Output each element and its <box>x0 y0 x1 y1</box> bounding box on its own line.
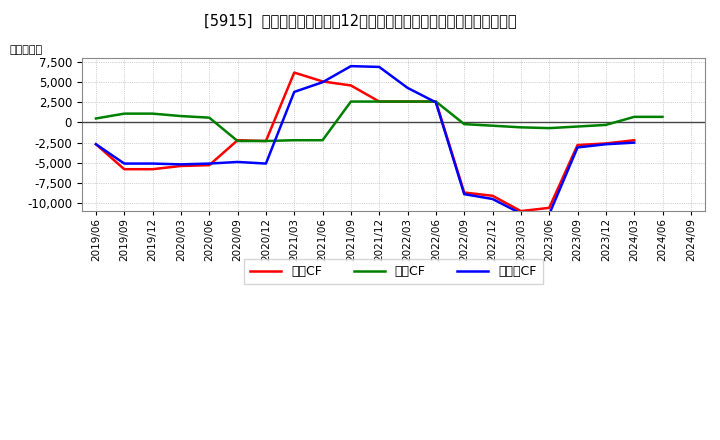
投資CF <box>233 138 242 143</box>
フリーCF <box>375 64 384 70</box>
フリーCF <box>545 212 554 217</box>
投資CF <box>261 138 270 143</box>
フリーCF <box>346 63 355 69</box>
投資CF <box>630 114 639 120</box>
フリーCF <box>601 142 610 147</box>
投資CF <box>403 99 412 104</box>
フリーCF <box>630 140 639 145</box>
営業CF <box>460 190 469 195</box>
投資CF <box>573 124 582 129</box>
投資CF <box>658 114 667 120</box>
営業CF <box>261 138 270 143</box>
投資CF <box>120 111 129 116</box>
営業CF <box>233 138 242 143</box>
フリーCF <box>488 196 497 202</box>
営業CF <box>488 193 497 198</box>
投資CF <box>290 138 299 143</box>
投資CF <box>460 121 469 127</box>
投資CF <box>205 115 214 120</box>
投資CF <box>545 125 554 131</box>
営業CF <box>91 142 100 147</box>
フリーCF <box>176 162 185 167</box>
営業CF <box>601 141 610 146</box>
投資CF <box>346 99 355 104</box>
Y-axis label: （百万円）: （百万円） <box>9 45 42 55</box>
Line: フリーCF: フリーCF <box>96 66 634 214</box>
フリーCF <box>460 191 469 197</box>
フリーCF <box>205 161 214 166</box>
Line: 投資CF: 投資CF <box>96 102 662 141</box>
営業CF <box>375 99 384 104</box>
投資CF <box>318 138 327 143</box>
フリーCF <box>148 161 157 166</box>
営業CF <box>630 138 639 143</box>
投資CF <box>91 116 100 121</box>
フリーCF <box>233 159 242 165</box>
営業CF <box>205 162 214 168</box>
フリーCF <box>318 80 327 85</box>
営業CF <box>573 143 582 148</box>
投資CF <box>516 125 525 130</box>
営業CF <box>290 70 299 75</box>
営業CF <box>346 83 355 88</box>
Legend: 営業CF, 投資CF, フリーCF: 営業CF, 投資CF, フリーCF <box>244 259 543 284</box>
フリーCF <box>516 211 525 216</box>
営業CF <box>545 205 554 210</box>
投資CF <box>488 123 497 128</box>
Text: [5915]  キャッシュフローの12か月移動合計の対前年同期増減額の推移: [5915] キャッシュフローの12か月移動合計の対前年同期増減額の推移 <box>204 13 516 28</box>
フリーCF <box>573 145 582 150</box>
投資CF <box>431 99 440 104</box>
営業CF <box>120 167 129 172</box>
投資CF <box>375 99 384 104</box>
投資CF <box>176 114 185 119</box>
フリーCF <box>431 100 440 105</box>
営業CF <box>516 209 525 214</box>
投資CF <box>601 122 610 128</box>
営業CF <box>431 99 440 104</box>
フリーCF <box>120 161 129 166</box>
営業CF <box>318 79 327 84</box>
フリーCF <box>403 85 412 91</box>
Line: 営業CF: 営業CF <box>96 73 634 211</box>
営業CF <box>176 163 185 169</box>
投資CF <box>148 111 157 116</box>
営業CF <box>148 167 157 172</box>
フリーCF <box>91 142 100 147</box>
営業CF <box>403 99 412 104</box>
フリーCF <box>290 89 299 95</box>
フリーCF <box>261 161 270 166</box>
